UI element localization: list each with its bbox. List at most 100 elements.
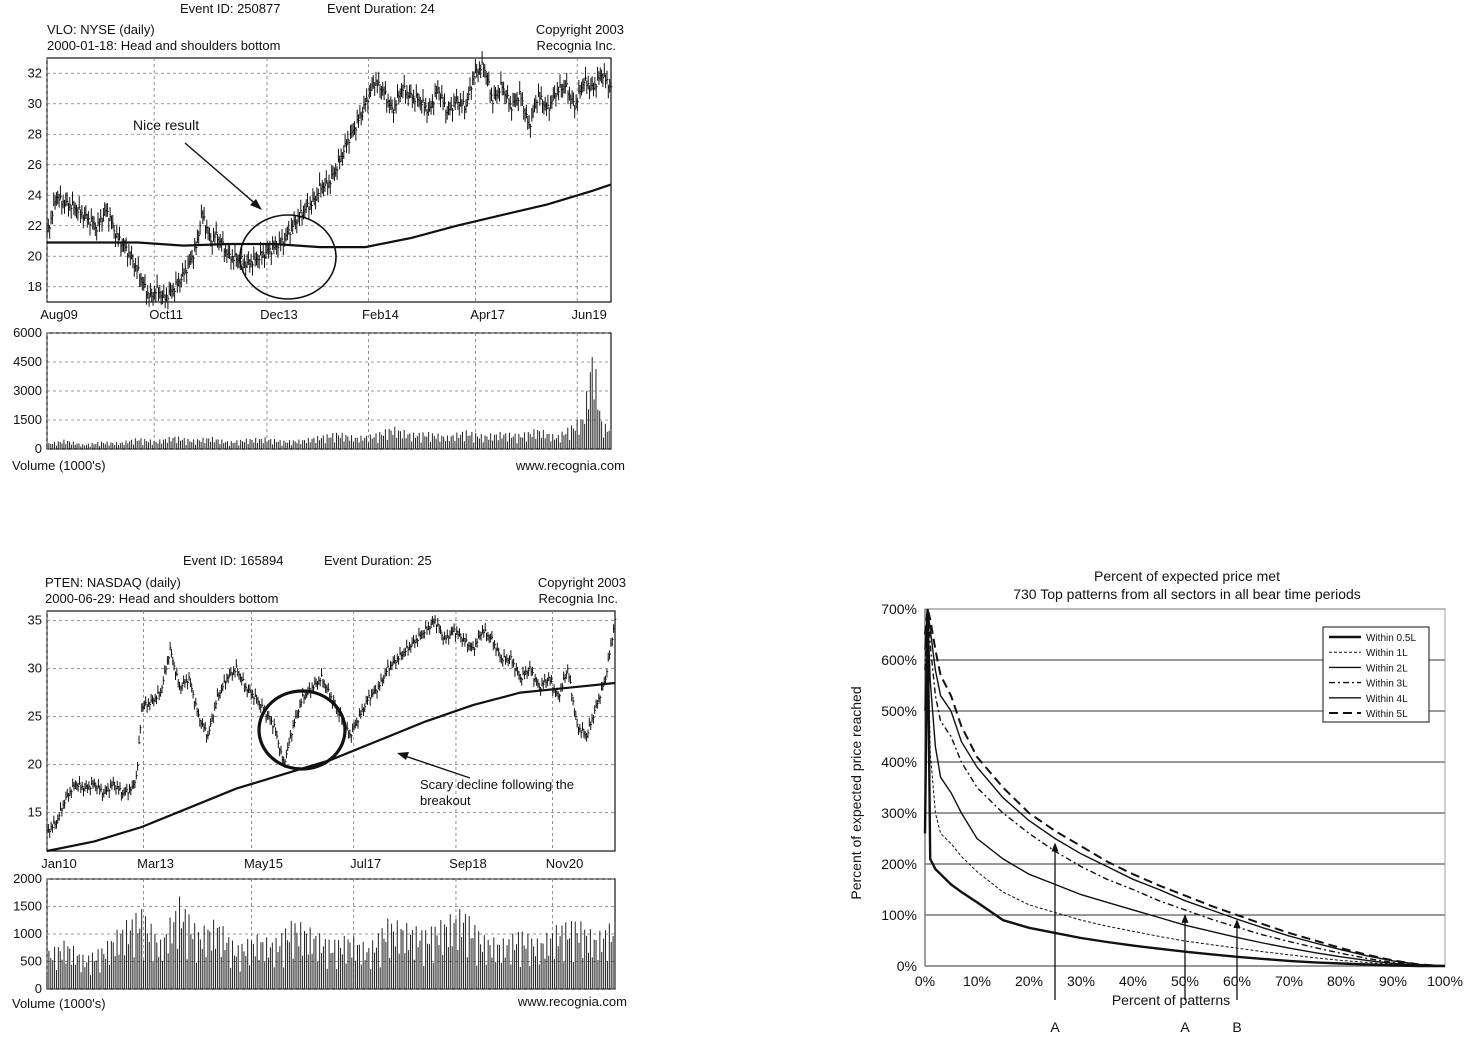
vlo-volume-label: Volume (1000's) — [12, 458, 106, 473]
vlo-price-grid — [46, 58, 611, 302]
volume-y-tick-label: 1000 — [13, 926, 42, 941]
expected-price-chart: Percent of expected price met 730 Top pa… — [848, 568, 1463, 1035]
chart3-marker-label: B — [1232, 1019, 1241, 1035]
price-y-tick-label: 20 — [28, 248, 42, 263]
pten-volume-label: Volume (1000's) — [12, 996, 106, 1011]
pten-price-y-ticks: 15 20 25 30 35 — [28, 613, 42, 820]
x-tick-label: Dec13 — [260, 307, 298, 322]
chart3-x-ticks: 0% 10% 20% 30% 40% 50% 60% 70% 80% 90% 100% — [915, 973, 1463, 989]
chart3-legend-box — [1322, 626, 1430, 723]
chart3-y-tick-label: 0% — [897, 958, 917, 974]
pten-annotation-line1: Scary decline following the — [420, 777, 574, 792]
chart3-y-ticks: 0% 100% 200% 300% 400% 500% 600% 700% — [881, 601, 917, 974]
vlo-event-id: Event ID: 250877 — [180, 1, 280, 16]
pten-annotation-arrowhead — [397, 752, 409, 760]
pten-pattern: 2000-06-29: Head and shoulders bottom — [45, 591, 278, 606]
pten-website: www.recognia.com — [517, 994, 627, 1009]
chart3-x-tick-label: 40% — [1119, 973, 1147, 989]
x-tick-label: Jul17 — [350, 856, 381, 871]
chart3-legend-label: Within 3L — [1366, 679, 1408, 690]
price-y-tick-label: 20 — [28, 757, 42, 772]
chart3-legend-label: Within 0.5L — [1366, 633, 1416, 644]
chart3-marker-arrowhead — [1181, 913, 1189, 923]
vlo-event-duration: Event Duration: 24 — [327, 1, 435, 16]
chart3-x-tick-label: 0% — [915, 973, 935, 989]
chart3-legend-label: Within 5L — [1366, 709, 1408, 720]
vlo-pattern: 2000-01-18: Head and shoulders bottom — [47, 38, 280, 53]
vlo-x-ticks: Aug09 Oct11 Dec13 Feb14 Apr17 Jun19 — [40, 307, 607, 322]
x-tick-label: Aug09 — [40, 307, 78, 322]
chart3-x-tick-label: 90% — [1379, 973, 1407, 989]
pten-volume-bars — [46, 896, 616, 989]
vlo-website: www.recognia.com — [515, 458, 625, 473]
pten-price-grid — [46, 611, 615, 851]
price-y-tick-label: 15 — [28, 805, 42, 820]
vlo-annotation-arrowhead — [250, 199, 262, 210]
pten-copyright: Copyright 2003 — [538, 575, 626, 590]
price-y-tick-label: 22 — [28, 218, 42, 233]
vlo-volume-y-ticks: 0 1500 3000 4500 6000 — [13, 325, 42, 456]
pten-price-frame — [46, 610, 616, 852]
pten-annotation-arrow — [401, 754, 471, 779]
pten-event-id: Event ID: 165894 — [183, 553, 283, 568]
price-y-tick-label: 35 — [28, 613, 42, 628]
chart3-x-tick-label: 10% — [963, 973, 991, 989]
vlo-volume-grid — [46, 332, 611, 450]
volume-y-tick-label: 6000 — [13, 325, 42, 340]
chart3-series-line — [923, 608, 1445, 968]
x-tick-label: Nov20 — [546, 856, 584, 871]
price-y-tick-label: 18 — [28, 279, 42, 294]
chart3-y-tick-label: 400% — [881, 754, 917, 770]
chart3-series-line — [924, 608, 1446, 967]
chart3-subtitle: 730 Top patterns from all sectors in all… — [1013, 586, 1361, 602]
vlo-moving-average-line — [47, 183, 612, 249]
pten-copyright-company: Recognia Inc. — [539, 591, 619, 606]
pten-event-duration: Event Duration: 25 — [324, 553, 432, 568]
chart3-y-tick-label: 200% — [881, 856, 917, 872]
chart3-series-line — [924, 608, 1446, 967]
pten-moving-average-line — [46, 681, 616, 853]
volume-y-tick-label: 500 — [20, 954, 42, 969]
price-y-tick-label: 25 — [28, 709, 42, 724]
x-tick-label: Jan10 — [41, 856, 76, 871]
vlo-copyright: Copyright 2003 — [536, 22, 624, 37]
vlo-symbol: VLO: NYSE (daily) — [47, 22, 155, 37]
chart3-marker-label: A — [1050, 1019, 1060, 1035]
x-tick-label: Mar13 — [137, 856, 174, 871]
pten-price-line — [46, 614, 617, 838]
price-y-tick-label: 24 — [28, 187, 42, 202]
pten-x-ticks: Jan10 Mar13 May15 Jul17 Sep18 Nov20 — [41, 856, 583, 871]
chart3-legend: Within 0.5L Within 1L Within 2L Within 3L Wi… — [1322, 626, 1430, 723]
volume-y-tick-label: 1500 — [13, 899, 42, 914]
x-tick-label: Sep18 — [449, 856, 487, 871]
price-y-tick-label: 32 — [28, 65, 42, 80]
chart3-x-tick-label: 20% — [1015, 973, 1043, 989]
chart3-series-lines — [923, 608, 1446, 968]
price-y-tick-label: 30 — [28, 96, 42, 111]
x-tick-label: Feb14 — [362, 307, 399, 322]
chart3-legend-label: Within 2L — [1366, 663, 1408, 674]
chart3-series-line — [924, 608, 1446, 967]
x-tick-label: Jun19 — [571, 307, 606, 322]
price-y-tick-label: 28 — [28, 126, 42, 141]
volume-y-tick-label: 2000 — [13, 871, 42, 886]
volume-y-tick-label: 0 — [35, 441, 42, 456]
chart3-x-tick-label: 80% — [1327, 973, 1355, 989]
chart3-series-line — [924, 608, 1446, 967]
vlo-copyright-company: Recognia Inc. — [537, 38, 617, 53]
chart3-xlabel: Percent of patterns — [1112, 992, 1230, 1008]
volume-y-tick-label: 3000 — [13, 383, 42, 398]
volume-y-tick-label: 4500 — [13, 354, 42, 369]
x-tick-label: Oct11 — [149, 307, 183, 322]
vlo-annotation-arrow — [184, 142, 259, 207]
vlo-pattern-circle — [239, 214, 337, 300]
vlo-chart: Event ID: 250877 Event Duration: 24 VLO:… — [12, 1, 625, 473]
chart3-y-tick-label: 700% — [881, 601, 917, 617]
volume-y-tick-label: 0 — [35, 981, 42, 996]
volume-y-tick-label: 1500 — [13, 412, 42, 427]
chart3-title: Percent of expected price met — [1094, 568, 1280, 584]
vlo-annotation: Nice result — [133, 117, 199, 133]
chart3-marker-label: A — [1180, 1019, 1190, 1035]
